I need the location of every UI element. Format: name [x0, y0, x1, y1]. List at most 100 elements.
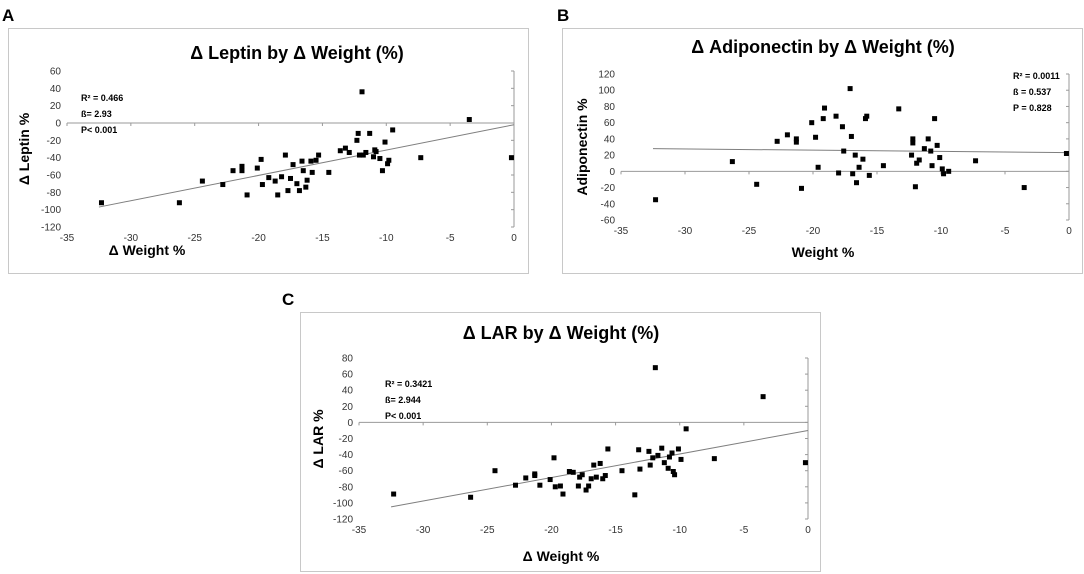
scatter-point [266, 175, 272, 181]
scatter-point [1063, 150, 1069, 156]
scatter-point [937, 155, 943, 161]
y-tick-label: -60 [339, 466, 354, 477]
y-tick-label: 120 [598, 70, 615, 81]
y-tick-label: 40 [342, 386, 354, 397]
chart-panel-b: Δ Adiponectin by Δ Weight (%) -60 -40 -20 0 2… [562, 28, 1083, 274]
x-tick-label: -5 [446, 233, 455, 244]
scatter-point [848, 133, 854, 139]
scatter-point [579, 472, 585, 478]
scatter-point [303, 184, 309, 190]
y-tick-label: -120 [333, 515, 353, 526]
scatter-point [586, 483, 592, 489]
scatter-point [282, 152, 288, 158]
x-tick-label: -25 [480, 525, 495, 536]
scatter-point [390, 127, 396, 133]
scatter-point [551, 455, 557, 461]
scatter-point [619, 468, 625, 474]
x-tick-label: -10 [379, 233, 394, 244]
scatter-point [385, 161, 391, 167]
scatter-point [220, 182, 226, 188]
scatter-point [665, 465, 671, 471]
scatter-point [939, 166, 945, 172]
scatter-point [852, 152, 858, 158]
scatter-point [552, 484, 558, 490]
scatter-point [354, 137, 360, 143]
scatter-point [813, 134, 819, 140]
scatter-point [784, 132, 790, 138]
stat-label: R² = 0.3421 [385, 379, 432, 389]
scatter-point [560, 491, 566, 497]
stat-label: R² = 0.0011 [1013, 71, 1060, 81]
scatter-point [652, 365, 658, 371]
scatter-point [492, 468, 498, 474]
stat-label: ß = 0.537 [1013, 87, 1051, 97]
scatter-point [577, 474, 583, 480]
scatter-point [254, 165, 260, 171]
chart-c-svg: Δ LAR by Δ Weight (%)-120-100-80-60-40-2… [310, 323, 811, 564]
x-tick-label: -35 [614, 226, 629, 237]
scatter-point [308, 158, 314, 164]
y-tick-label: -20 [47, 136, 62, 147]
scatter-point [655, 452, 661, 458]
scatter-point [382, 139, 388, 145]
x-tick-label: -20 [544, 525, 559, 536]
scatter-point [316, 152, 322, 158]
trend-line [390, 429, 809, 508]
scatter-point [532, 471, 538, 477]
y-tick-label: 0 [55, 119, 61, 130]
scatter-point [377, 156, 383, 162]
x-tick-label: -15 [608, 525, 623, 536]
chart-title: Δ Adiponectin by Δ Weight (%) [691, 37, 955, 57]
scatter-point [661, 460, 667, 466]
y-tick-label: -120 [41, 223, 61, 234]
scatter-point [809, 120, 815, 126]
stat-label: P = 0.828 [1013, 103, 1052, 113]
scatter-point [921, 146, 927, 152]
y-tick-label: 0 [347, 418, 353, 429]
x-tick-label: -25 [742, 226, 757, 237]
scatter-point [793, 139, 799, 145]
scatter-point [547, 477, 553, 483]
scatter-point [864, 113, 870, 119]
x-axis-label: Δ Weight % [523, 548, 600, 564]
x-tick-label: -35 [60, 233, 75, 244]
y-tick-label: 40 [604, 134, 616, 145]
scatter-point [866, 172, 872, 178]
scatter-point [973, 158, 979, 164]
scatter-point [272, 178, 278, 184]
scatter-point [309, 169, 315, 175]
scatter-point [916, 157, 922, 163]
scatter-point [508, 155, 514, 161]
x-tick-label: 0 [805, 525, 811, 536]
scatter-point [523, 475, 529, 481]
y-tick-label: 40 [50, 84, 62, 95]
y-tick-label: -100 [333, 498, 353, 509]
scatter-point [279, 174, 285, 180]
scatter-point [856, 164, 862, 170]
x-tick-label: -15 [870, 226, 885, 237]
y-tick-label: 100 [598, 86, 615, 97]
x-tick-label: -15 [315, 233, 330, 244]
y-tick-label: -80 [47, 188, 62, 199]
scatter-point [669, 450, 675, 456]
scatter-point [729, 159, 735, 165]
scatter-point [912, 184, 918, 190]
y-tick-label: 0 [609, 167, 615, 178]
scatter-point [239, 163, 245, 169]
stat-label: P< 0.001 [81, 125, 117, 135]
scatter-point [359, 89, 365, 95]
scatter-point [934, 142, 940, 148]
y-tick-label: -20 [601, 183, 616, 194]
scatter-point [300, 168, 306, 174]
scatter-point [754, 181, 760, 187]
scatter-point [326, 169, 332, 175]
stat-label: R² = 0.466 [81, 93, 123, 103]
scatter-point [597, 460, 603, 466]
scatter-point [910, 136, 916, 142]
scatter-point [946, 168, 952, 174]
scatter-point [391, 491, 397, 497]
panel-letter-c: C [282, 290, 295, 309]
scatter-point [259, 182, 265, 188]
scatter-point [833, 113, 839, 119]
scatter-point [296, 188, 302, 194]
